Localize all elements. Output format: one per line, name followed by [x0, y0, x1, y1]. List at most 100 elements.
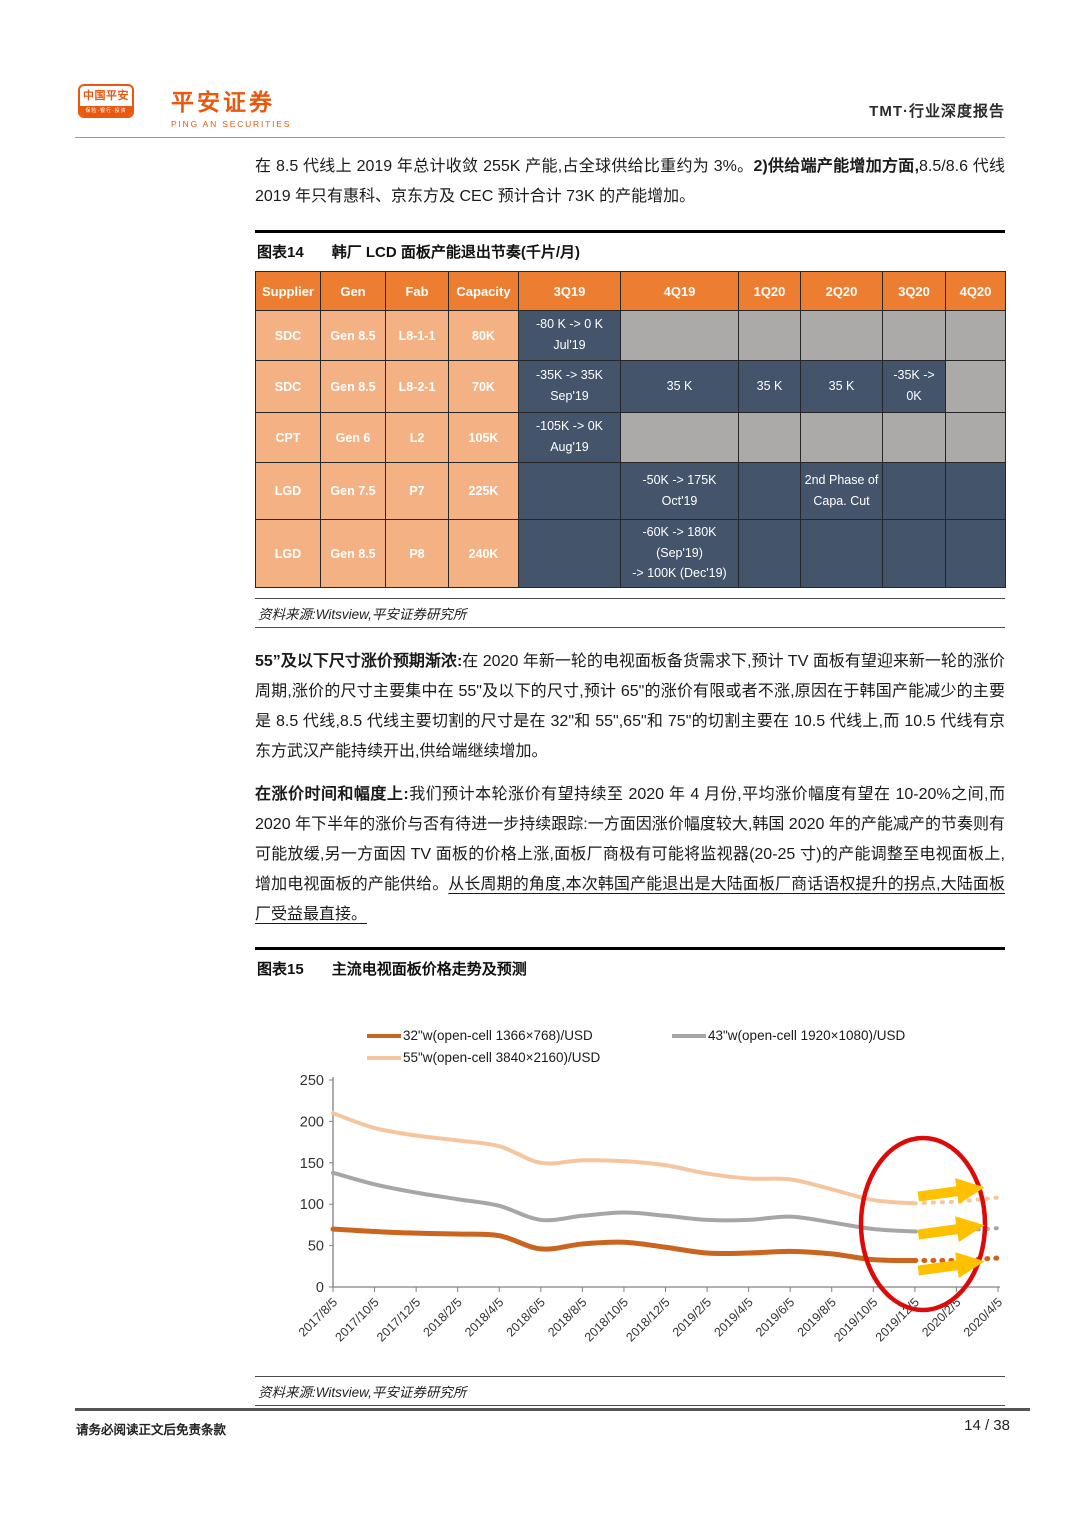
header-divider [75, 137, 1005, 138]
legend-swatch [367, 1033, 401, 1038]
table-info-cell: Gen 6 [320, 412, 386, 463]
table-info-cell: L2 [385, 412, 449, 463]
cell-text: 35 K [828, 378, 855, 393]
table-info-cell: L8-1-1 [385, 310, 449, 361]
series-line-1 [331, 1170, 917, 1234]
table-row: LGD Gen 7.5 P7 225K -50K -> 175K Oct'19 2nd Ph… [255, 462, 1006, 520]
cell-text: -35K -> [893, 368, 935, 383]
table-info-cell: 225K [448, 462, 519, 520]
table-quarter-cell: -105K -> 0K Aug'19 [518, 412, 621, 463]
legend-item: 43"w(open-cell 1920×1080)/USD [672, 1028, 905, 1043]
table-header-cell: 1Q20 [738, 271, 801, 311]
x-tick-label: 2018/4/5 [462, 1295, 506, 1339]
cell-text: Jul'19 [553, 338, 586, 352]
table-quarter-cell: -35K -> 35K Sep'19 [518, 360, 621, 413]
y-tick-label: 50 [308, 1239, 324, 1255]
cell-text: -80 K -> 0 K [535, 317, 604, 332]
table-info-cell: Gen 7.5 [320, 462, 386, 520]
figure-15-label: 图表15 [257, 961, 304, 978]
paragraph-price-timing: 在涨价时间和幅度上:我们预计本轮涨价有望持续至 2020 年 4 月份,平均涨价… [255, 786, 1005, 923]
page-number: 14 / 38 [964, 1417, 1010, 1434]
table-info-cell: CPT [255, 412, 321, 463]
x-tick-label: 2018/6/5 [504, 1295, 548, 1339]
cell-text: -> 100K (Dec'19) [632, 566, 727, 581]
table-info-cell: LGD [255, 519, 321, 588]
cell-text: Aug'19 [550, 440, 589, 454]
table-info-cell: P7 [385, 462, 449, 520]
figure-15-source: 资料来源:Witsview,平安证券研究所 [255, 1376, 1005, 1406]
x-tick-label: 2019/2/5 [670, 1295, 714, 1339]
table-quarter-cell: 35 K [800, 360, 883, 413]
table-quarter-cell: 35 K [738, 360, 801, 413]
table-quarter-cell [945, 412, 1006, 463]
table-header-cell: 3Q20 [882, 271, 946, 311]
table-quarter-cell [738, 412, 801, 463]
figure-15-title: 图表15 主流电视面板价格走势及预测 [255, 947, 1005, 986]
x-tick-label: 2018/10/5 [582, 1295, 631, 1344]
table-row: LGD Gen 8.5 P8 240K -60K -> 180K (Sep'19) -> 1… [255, 519, 1006, 588]
table-quarter-cell [882, 519, 946, 588]
table-row: SDC Gen 8.5 L8-1-1 80K -80 K -> 0 K Jul'19 [255, 310, 1006, 361]
table-quarter-cell: -50K -> 175K Oct'19 [620, 462, 739, 520]
table-quarter-cell [800, 310, 883, 361]
table-info-cell: LGD [255, 462, 321, 520]
table-header-cell: 2Q20 [800, 271, 883, 311]
pingan-logo: 中国平安 保险·银行·投资 [78, 84, 134, 118]
cell-text: 35 K [666, 378, 693, 393]
table-row: SDC Gen 8.5 L8-2-1 70K -35K -> 35K Sep'19 35 K… [255, 360, 1006, 413]
table-quarter-cell [945, 519, 1006, 588]
cell-text: -35K -> 35K [535, 368, 604, 383]
table-info-cell: Gen 8.5 [320, 519, 386, 588]
figure-14-label: 图表14 [257, 244, 304, 261]
legend-swatch [672, 1033, 706, 1038]
x-tick-label: 2019/4/5 [711, 1295, 755, 1339]
y-tick-label: 150 [300, 1156, 324, 1172]
table-info-cell: SDC [255, 360, 321, 413]
table-quarter-cell: 35 K [620, 360, 739, 413]
table-quarter-cell: -35K -> 0K [882, 360, 946, 413]
table-header-cell: Capacity [448, 271, 519, 311]
figure-14: 图表14 韩厂 LCD 面板产能退出节奏(千片/月) Supplier Gen Fa… [255, 230, 1006, 628]
price-trend-chart: 32"w(open-cell 1366×768)/USD 43"w(open-ce… [283, 1024, 1005, 1372]
table-header-cell: 4Q19 [620, 271, 739, 311]
report-type-label: TMT·行业深度报告 [869, 103, 1005, 120]
cell-text: 0K [906, 389, 922, 403]
table-info-cell: 80K [448, 310, 519, 361]
table-quarter-cell [620, 412, 739, 463]
figure-14-source: 资料来源:Witsview,平安证券研究所 [255, 598, 1005, 628]
cell-text: 2nd Phase of [804, 472, 879, 487]
table-quarter-cell [738, 462, 801, 520]
table-header-cell: 4Q20 [945, 271, 1006, 311]
up-arrow-icon [917, 1178, 985, 1205]
table-row: CPT Gen 6 L2 105K -105K -> 0K Aug'19 [255, 412, 1006, 463]
table-info-cell: SDC [255, 310, 321, 361]
figure-15-caption: 主流电视面板价格走势及预测 [331, 961, 527, 978]
table-info-cell: Gen 8.5 [320, 310, 386, 361]
footer-disclaimer: 请务必阅读正文后免责条款 [76, 1423, 227, 1437]
legend-item: 55"w(open-cell 3840×2160)/USD [367, 1050, 600, 1065]
cell-text: -60K -> 180K [642, 525, 717, 540]
table-quarter-cell [518, 462, 621, 520]
legend-label: 55"w(open-cell 3840×2160)/USD [403, 1050, 601, 1065]
brand-name-cn: 平安证券 [171, 89, 275, 115]
cell-text: -105K -> 0K [535, 419, 604, 434]
capacity-exit-table: Supplier Gen Fab Capacity 3Q19 4Q19 1Q20 2Q20 3Q… [255, 271, 1006, 588]
table-header-cell: Gen [320, 271, 386, 311]
table-quarter-cell [882, 412, 946, 463]
page-header: 中国平安 保险·银行·投资 平安证券 PING AN SECURITIES TM… [75, 80, 1005, 136]
legend-label: 43"w(open-cell 1920×1080)/USD [708, 1028, 906, 1043]
cell-text: Sep'19 [550, 389, 589, 403]
table-quarter-cell: -60K -> 180K (Sep'19) -> 100K (Dec'19) [620, 519, 739, 588]
cell-text: Oct'19 [661, 493, 698, 508]
table-header-cell: 3Q19 [518, 271, 621, 311]
table-quarter-cell [945, 310, 1006, 361]
table-quarter-cell [738, 519, 801, 588]
x-tick-label: 2019/6/5 [753, 1295, 797, 1339]
table-info-cell: 240K [448, 519, 519, 588]
table-quarter-cell [945, 360, 1006, 413]
logo-subtext: 保险·银行·投资 [80, 106, 132, 116]
table-quarter-cell [620, 310, 739, 361]
cell-text: 35 K [756, 378, 783, 393]
footer-divider [75, 1408, 1030, 1411]
table-quarter-cell [800, 519, 883, 588]
